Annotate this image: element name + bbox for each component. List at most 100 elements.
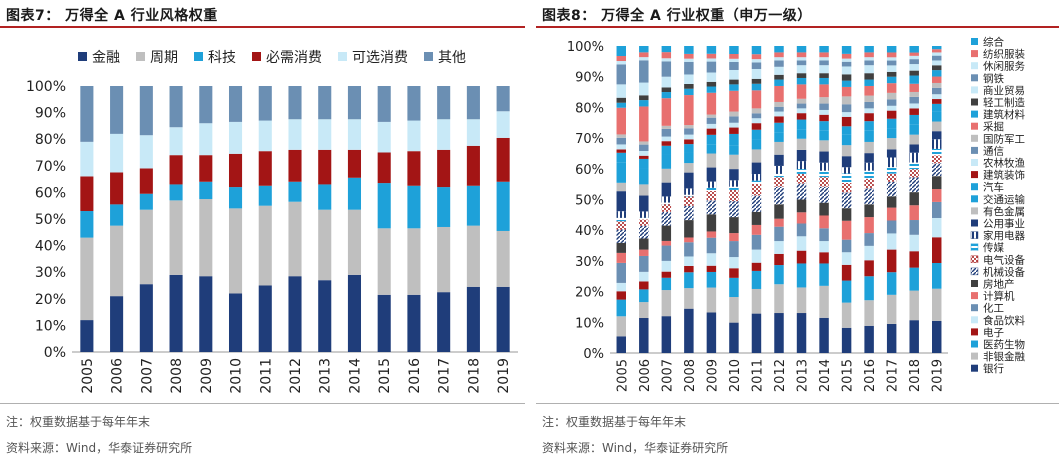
bar-segment	[819, 241, 829, 253]
chart-source: 资料来源：Wind，华泰证券研究所	[542, 441, 729, 455]
bar-segment	[318, 119, 332, 150]
bar-segment	[616, 252, 626, 263]
bar-segment	[796, 313, 807, 353]
x-tick-label: 2014	[347, 358, 363, 394]
bar-segment	[841, 239, 852, 253]
y-tick-label: 60%	[575, 163, 604, 178]
x-tick-label: 2010	[728, 359, 743, 392]
bar-segment	[909, 320, 919, 353]
y-tick-label: 40%	[575, 224, 604, 239]
legend-label: 公用事业	[983, 217, 1025, 230]
chart-note: 注：权重数据基于每年年末	[542, 415, 687, 429]
bar-segment	[774, 132, 784, 142]
bar-segment	[377, 228, 391, 295]
bar-segment	[886, 65, 897, 72]
bar-segment	[706, 190, 717, 201]
bar-segment	[258, 205, 272, 286]
bar-segment	[616, 134, 626, 138]
bar-segment	[819, 121, 829, 131]
bar-segment	[864, 79, 874, 86]
bar-segment	[684, 74, 694, 84]
bar-segment	[886, 157, 897, 168]
bar-segment	[796, 60, 807, 66]
legend-label: 可选消费	[352, 50, 408, 66]
y-tick-label: 30%	[575, 255, 604, 270]
bar-segment	[932, 217, 942, 238]
bar-segment	[886, 138, 897, 150]
bar-segment	[751, 211, 762, 225]
footer-divider	[0, 403, 525, 404]
bar-segment	[932, 148, 942, 156]
bar-segment	[661, 182, 672, 197]
bar-segment	[864, 52, 874, 58]
legend-label: 银行	[983, 362, 1004, 375]
y-tick-label: 70%	[575, 132, 604, 147]
bar-segment	[706, 253, 717, 266]
bar-segment	[496, 111, 510, 138]
bar-segment	[616, 221, 626, 230]
legend-swatch	[971, 280, 978, 287]
bar-segment	[684, 144, 694, 153]
legend-swatch	[971, 146, 978, 154]
bar-segment	[729, 53, 739, 59]
bar-segment	[639, 219, 649, 226]
bar-segment	[616, 291, 626, 300]
bar-segment	[706, 167, 717, 182]
bar-segment	[347, 274, 362, 352]
bar-segment	[80, 86, 94, 142]
bar-segment	[729, 79, 739, 85]
bar-segment	[864, 113, 874, 122]
bar-segment	[932, 176, 942, 190]
bar-segment	[466, 286, 480, 352]
bar-segment	[819, 317, 829, 353]
bar-segment	[774, 122, 784, 133]
chart-title: 图表7： 万得全 A 行业风格权重	[6, 8, 218, 24]
legend-swatch	[971, 62, 978, 70]
y-tick-label: 90%	[35, 106, 66, 122]
bar-segment	[288, 86, 302, 120]
bar-segment	[706, 128, 717, 135]
bar-segment	[841, 167, 852, 174]
y-tick-label: 100%	[26, 79, 66, 95]
bar-segment	[932, 52, 942, 56]
bar-segment	[886, 60, 897, 66]
bar-segment	[819, 109, 829, 115]
legend-swatch	[338, 52, 347, 61]
bar-segment	[819, 73, 829, 78]
bar-segment	[466, 145, 480, 186]
bar-segment	[774, 57, 784, 61]
bar-segment	[751, 183, 762, 196]
bar-segment	[318, 209, 332, 281]
legend-label: 汽车	[983, 181, 1004, 194]
x-tick-label: 2013	[796, 359, 811, 392]
y-tick-label: 40%	[35, 239, 66, 255]
legend-swatch	[971, 98, 978, 106]
bar-segment	[864, 204, 874, 218]
bar-segment	[347, 119, 362, 150]
legend-swatch	[971, 304, 978, 312]
bar-segment	[706, 86, 717, 93]
bar-segment	[318, 86, 332, 120]
x-tick-label: 2012	[288, 358, 304, 394]
bar-segment	[706, 58, 717, 62]
bar-segment	[639, 211, 649, 218]
bar-segment	[751, 123, 762, 130]
bar-segment	[796, 52, 807, 58]
x-tick-label: 2005	[615, 359, 630, 392]
legend-swatch	[971, 134, 978, 142]
bar-segment	[909, 55, 919, 60]
bar-segment	[886, 110, 897, 119]
bar-segment	[751, 129, 762, 140]
bar-segment	[706, 265, 717, 272]
bar-segment	[864, 130, 874, 142]
bar-segment	[199, 181, 213, 200]
bar-segment	[819, 202, 829, 216]
bar-segment	[706, 117, 717, 124]
bar-segment	[819, 97, 829, 104]
bar-segment	[639, 195, 649, 212]
bar-segment	[639, 255, 649, 272]
bar-segment	[819, 228, 829, 242]
bar-segment	[706, 53, 717, 59]
x-tick-label: 2014	[818, 359, 833, 392]
bar-segment	[407, 185, 421, 229]
